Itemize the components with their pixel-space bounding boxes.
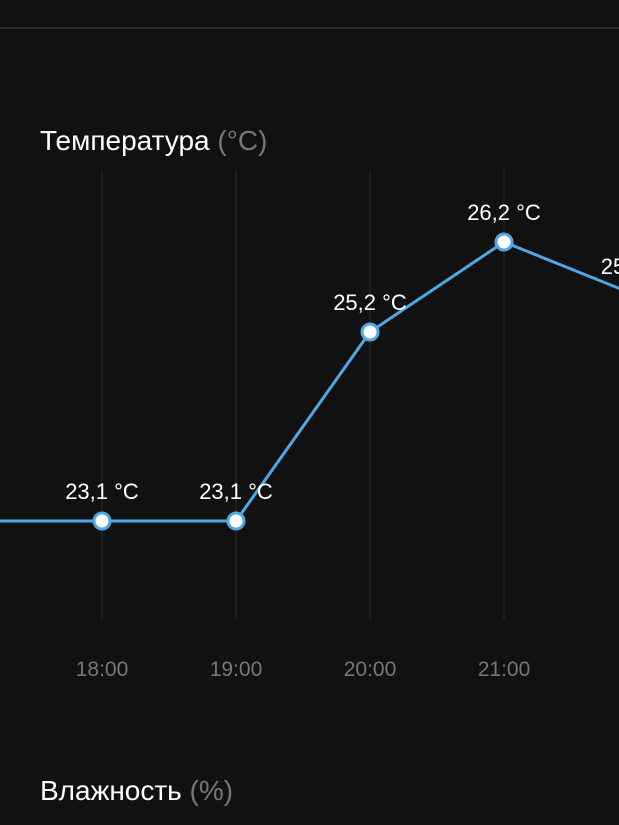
value-label: 23,1 °C xyxy=(199,479,273,505)
humidity-unit: (%) xyxy=(190,775,234,806)
value-label: 25,2 °C xyxy=(333,290,407,316)
x-tick-label: 20:00 xyxy=(344,658,397,682)
temperature-section-header: Температура (°C) xyxy=(40,125,267,157)
humidity-title: Влажность xyxy=(40,775,182,806)
top-divider xyxy=(0,27,619,29)
data-point[interactable] xyxy=(362,324,378,340)
value-label: 23,1 °C xyxy=(65,479,139,505)
x-tick-label: 19:00 xyxy=(210,658,263,682)
value-label: 26,2 °C xyxy=(467,200,541,226)
value-label: 25 xyxy=(601,254,619,280)
temperature-chart: °C23,1 °C18:0023,1 °C19:0025,2 °C20:0026… xyxy=(0,170,619,690)
temperature-unit: (°C) xyxy=(217,125,267,156)
data-point[interactable] xyxy=(496,234,512,250)
x-tick-label: 21:00 xyxy=(478,658,531,682)
x-tick-label: 18:00 xyxy=(76,658,129,682)
data-point[interactable] xyxy=(228,513,244,529)
humidity-section-header: Влажность (%) xyxy=(40,775,233,807)
temperature-chart-svg xyxy=(0,170,619,690)
data-point[interactable] xyxy=(94,513,110,529)
temperature-title: Температура xyxy=(40,125,210,156)
